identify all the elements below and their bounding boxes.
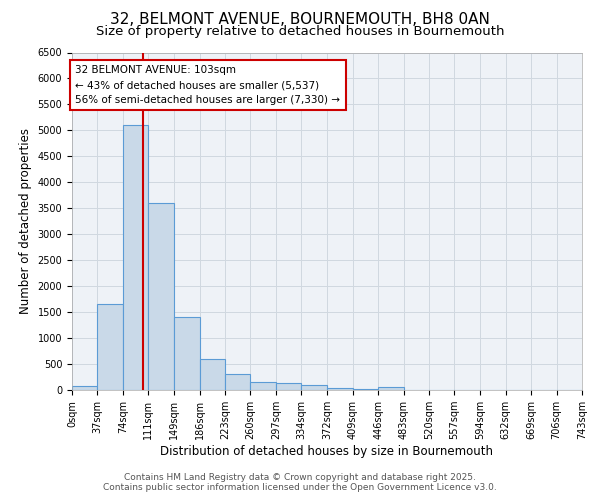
Text: 32 BELMONT AVENUE: 103sqm
← 43% of detached houses are smaller (5,537)
56% of se: 32 BELMONT AVENUE: 103sqm ← 43% of detac… [76, 66, 340, 105]
Bar [225, 374, 250, 390]
Bar [353, 389, 378, 390]
Bar [174, 318, 200, 390]
Bar [328, 388, 353, 390]
Y-axis label: Number of detached properties: Number of detached properties [19, 128, 32, 314]
Text: 32, BELMONT AVENUE, BOURNEMOUTH, BH8 0AN: 32, BELMONT AVENUE, BOURNEMOUTH, BH8 0AN [110, 12, 490, 28]
Bar [276, 383, 301, 390]
Bar [301, 386, 326, 390]
Bar [97, 304, 123, 390]
Bar [148, 203, 173, 390]
Bar [123, 125, 148, 390]
Bar [72, 386, 97, 390]
Bar [200, 359, 225, 390]
Text: Contains HM Land Registry data © Crown copyright and database right 2025.
Contai: Contains HM Land Registry data © Crown c… [103, 473, 497, 492]
Bar [250, 382, 276, 390]
Bar [378, 388, 404, 390]
X-axis label: Distribution of detached houses by size in Bournemouth: Distribution of detached houses by size … [161, 445, 493, 458]
Text: Size of property relative to detached houses in Bournemouth: Size of property relative to detached ho… [96, 25, 504, 38]
